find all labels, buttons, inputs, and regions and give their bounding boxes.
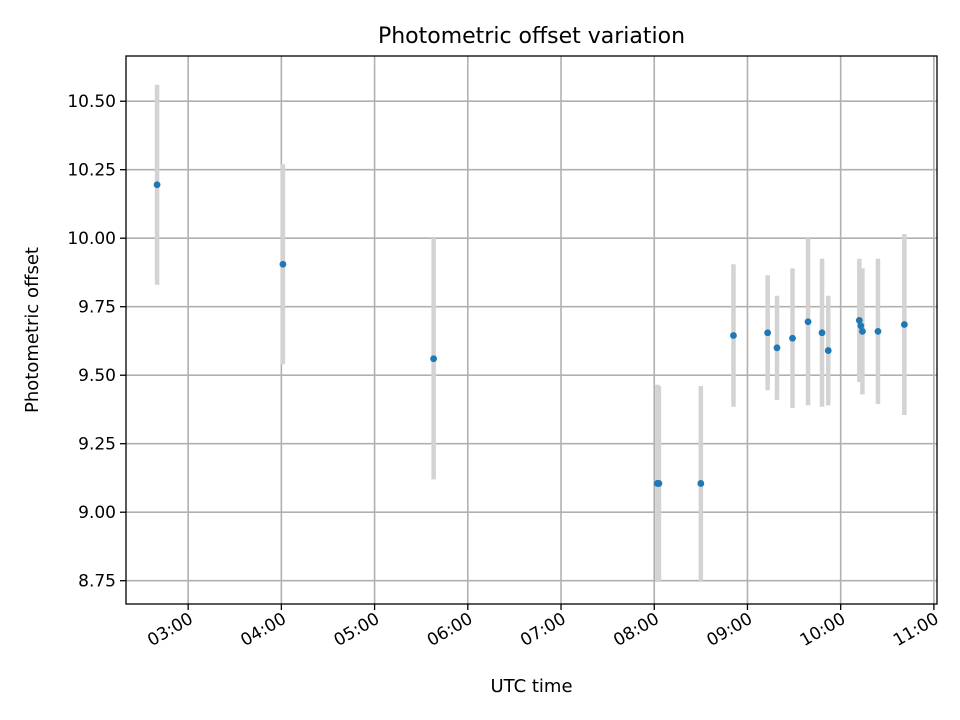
- data-point: [153, 181, 161, 189]
- data-point: [857, 322, 865, 330]
- y-tick-label: 10.25: [67, 161, 116, 181]
- data-point: [430, 355, 438, 363]
- data-point: [818, 329, 826, 337]
- y-tick-label: 10.00: [67, 229, 116, 249]
- data-point: [697, 480, 705, 487]
- data-point: [804, 318, 812, 326]
- y-axis-label: Photometric offset: [22, 247, 43, 413]
- data-point: [279, 260, 287, 268]
- data-point: [859, 327, 866, 335]
- data-point: [824, 347, 832, 354]
- data-point: [855, 317, 863, 324]
- data-point: [900, 321, 908, 328]
- data-point: [773, 344, 781, 352]
- data-point: [730, 332, 737, 339]
- y-tick-label: 9.75: [78, 298, 116, 318]
- y-tick-label: 9.00: [78, 503, 116, 523]
- grid: [126, 56, 937, 604]
- y-axis: 8.75 9.00 9.25 9.50 9.75 10.00 10.25 10.50: [67, 92, 126, 592]
- data-points: [153, 181, 908, 487]
- plot-frame: [125, 55, 938, 605]
- y-tick-label: 8.75: [78, 572, 116, 592]
- data-point: [655, 480, 663, 487]
- data-point: [764, 329, 772, 337]
- chart-title: Photometric offset variation: [378, 24, 685, 49]
- y-tick-label: 9.50: [78, 366, 116, 386]
- y-tick-label: 9.25: [78, 435, 116, 455]
- data-point: [874, 327, 882, 335]
- data-point: [789, 334, 796, 342]
- x-axis-label: UTC time: [490, 676, 572, 697]
- y-tick-label: 10.50: [67, 92, 116, 112]
